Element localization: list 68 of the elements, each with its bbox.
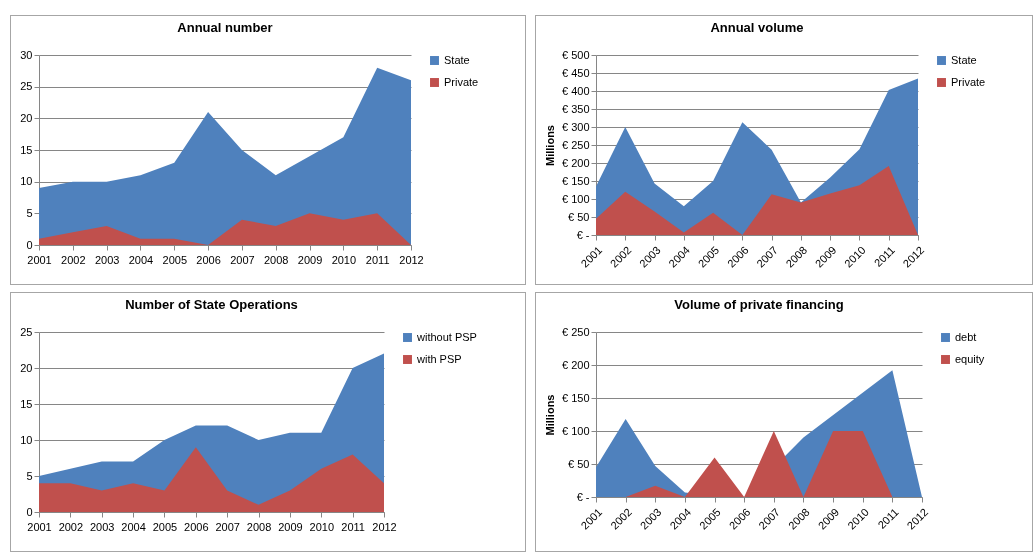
y-tick-label: 0 xyxy=(26,505,33,518)
chart-title: Annual volume xyxy=(710,20,804,35)
x-tick-label: 2010 xyxy=(309,520,335,533)
y-tick-label: € 100 xyxy=(561,424,590,437)
legend-label: without PSP xyxy=(416,330,477,343)
x-tick-label: 2006 xyxy=(184,520,209,533)
y-axis-title: Millions xyxy=(543,125,556,166)
x-tick-label: 2010 xyxy=(331,253,357,266)
x-tick-label: 2001 xyxy=(27,253,52,266)
legend-label: State xyxy=(444,53,470,66)
y-tick-label: € 50 xyxy=(568,210,590,223)
y-tick-label: 5 xyxy=(26,469,33,482)
y-tick-label: € 200 xyxy=(561,156,590,169)
x-tick-label: 2012 xyxy=(399,253,424,266)
legend-label: Private xyxy=(951,75,986,88)
x-tick-label: 2001 xyxy=(27,520,52,533)
y-tick-label: € 100 xyxy=(561,192,590,205)
x-tick-label: 2006 xyxy=(196,253,221,266)
chart-title: Number of State Operations xyxy=(125,297,298,312)
y-tick-label: € 450 xyxy=(561,66,590,79)
legend-label: debt xyxy=(955,330,977,343)
y-tick-label: 25 xyxy=(20,80,33,93)
x-tick-label: 2007 xyxy=(215,520,240,533)
x-tick-label: 2008 xyxy=(246,520,272,533)
y-tick-label: 15 xyxy=(20,397,33,410)
y-tick-label: 20 xyxy=(20,361,33,374)
y-tick-label: € 200 xyxy=(561,358,590,371)
x-tick-label: 2005 xyxy=(162,253,188,266)
x-tick-label: 2002 xyxy=(58,520,84,533)
y-tick-label: € 250 xyxy=(561,325,590,338)
y-tick-label: € 300 xyxy=(561,120,590,133)
x-tick-label: 2002 xyxy=(61,253,86,266)
x-tick-label: 2007 xyxy=(230,253,255,266)
y-axis-title: Millions xyxy=(543,394,556,436)
legend-label: Private xyxy=(444,75,479,88)
y-tick-label: € 500 xyxy=(561,48,590,61)
y-tick-label: 20 xyxy=(20,111,33,124)
x-tick-label: 2012 xyxy=(372,520,397,533)
x-tick-label: 2009 xyxy=(278,520,303,533)
x-tick-label: 2008 xyxy=(263,253,289,266)
y-tick-label: € 50 xyxy=(568,457,590,470)
x-tick-label: 2004 xyxy=(121,520,146,533)
chart-title: Volume of private financing xyxy=(674,297,844,312)
y-tick-label: 10 xyxy=(20,433,33,446)
x-tick-label: 2009 xyxy=(297,253,323,266)
y-tick-label: 10 xyxy=(20,175,33,188)
y-tick-label: 30 xyxy=(20,48,33,61)
x-tick-label: 2004 xyxy=(128,253,154,266)
x-tick-label: 2003 xyxy=(94,253,120,266)
y-tick-label: € - xyxy=(576,228,590,241)
y-tick-label: 0 xyxy=(26,238,33,251)
legend-label: State xyxy=(951,53,977,66)
y-tick-label: 15 xyxy=(20,143,33,156)
y-tick-label: € 150 xyxy=(561,174,590,187)
y-tick-label: € 400 xyxy=(561,84,590,97)
x-tick-label: 2003 xyxy=(89,520,115,533)
y-tick-label: 5 xyxy=(26,206,33,219)
legend-label: with PSP xyxy=(416,352,462,365)
y-tick-label: 25 xyxy=(20,325,33,338)
y-tick-label: € - xyxy=(576,490,590,503)
y-tick-label: € 150 xyxy=(561,391,590,404)
y-tick-label: € 350 xyxy=(561,102,590,115)
x-tick-label: 2011 xyxy=(365,253,390,266)
x-tick-label: 2011 xyxy=(341,520,365,533)
legend-label: equity xyxy=(955,352,985,365)
chart-title: Annual number xyxy=(177,20,273,35)
y-tick-label: € 250 xyxy=(561,138,590,151)
x-tick-label: 2005 xyxy=(152,520,178,533)
